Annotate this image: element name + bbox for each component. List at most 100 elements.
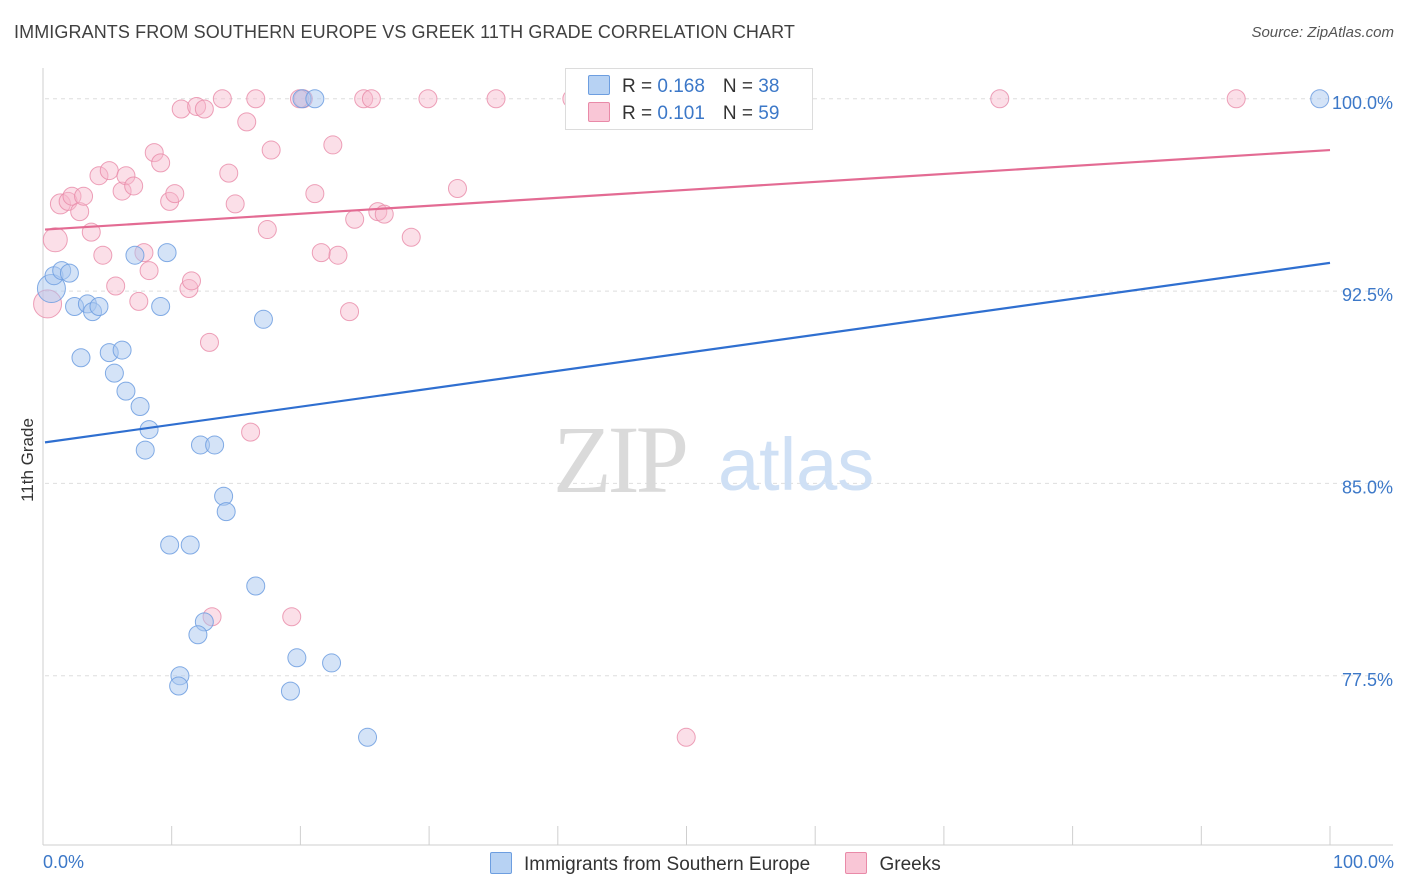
data-point-greeks [676, 727, 696, 747]
data-point-southern-europe [216, 502, 236, 522]
data-point-greeks [129, 291, 149, 311]
data-point-southern-europe [1310, 89, 1330, 109]
data-point-southern-europe [358, 727, 378, 747]
data-point-greeks [139, 261, 159, 281]
y-axis-label: 11th Grade [18, 418, 37, 502]
data-point-greeks [486, 89, 506, 109]
data-point-greeks [447, 179, 467, 199]
data-point-greeks [89, 166, 109, 186]
data-point-greeks [237, 112, 257, 132]
data-point-greeks [990, 89, 1010, 109]
data-point-greeks [361, 89, 381, 109]
legend-series-name: Greeks [879, 854, 941, 875]
data-point-greeks [1226, 89, 1246, 109]
data-point-greeks [225, 194, 245, 214]
southern-europe-points [36, 89, 1330, 747]
legend-swatch-pink [845, 852, 868, 874]
data-point-greeks [199, 332, 219, 352]
data-point-southern-europe [116, 381, 136, 401]
data-point-greeks [151, 153, 171, 173]
legend-item-southern-europe: Immigrants from Southern Europe [490, 852, 810, 876]
trend-line-southern-europe [44, 261, 1331, 444]
legend-swatch-pink [588, 102, 610, 122]
legend-r-label: R = [622, 103, 658, 124]
data-point-greeks [42, 227, 68, 253]
data-point-greeks [70, 202, 90, 222]
data-point-greeks [257, 220, 277, 240]
data-point-greeks [418, 89, 438, 109]
watermark-atlas: atlas [718, 423, 874, 506]
grid [45, 98, 1390, 677]
data-point-greeks [219, 163, 239, 183]
data-point-southern-europe [280, 681, 300, 701]
data-point-southern-europe [130, 396, 150, 416]
y-tick-label: 77.5% [1342, 670, 1393, 690]
watermark: ZIP atlas [553, 406, 874, 513]
data-point-greeks [212, 89, 232, 109]
legend-n-label: N = [722, 103, 759, 124]
axes [42, 68, 1393, 846]
y-tick-labels: 100.0% 92.5% 85.0% 77.5% [1332, 93, 1393, 690]
data-point-greeks [187, 96, 207, 116]
data-point-greeks [62, 186, 82, 206]
data-point-southern-europe [157, 243, 177, 263]
data-point-southern-europe [287, 648, 307, 668]
data-point-greeks [171, 99, 191, 119]
data-point-greeks [99, 161, 119, 181]
legend-row-southern-europe: R = 0.168 N = 38 [588, 75, 779, 99]
data-point-greeks [124, 176, 144, 196]
legend-row-greeks: R = 0.101 N = 59 [588, 102, 779, 126]
data-point-southern-europe [188, 625, 208, 645]
data-point-southern-europe [59, 263, 79, 283]
data-point-greeks [340, 302, 360, 322]
legend-swatch-blue [490, 852, 512, 874]
data-point-greeks [106, 276, 126, 296]
data-point-southern-europe [246, 576, 266, 596]
data-point-southern-europe [112, 340, 132, 360]
data-point-greeks [165, 184, 185, 204]
y-tick-label: 100.0% [1332, 93, 1393, 113]
y-tick-label: 92.5% [1342, 285, 1393, 305]
data-point-greeks [241, 422, 261, 442]
data-point-southern-europe [125, 245, 145, 265]
legend-r-value: 0.101 [657, 103, 705, 124]
series-legend: Immigrants from Southern Europe Greeks [490, 852, 971, 876]
data-point-greeks [261, 140, 281, 160]
data-point-southern-europe [135, 440, 155, 460]
x-tick-label-max: 100.0% [1332, 852, 1394, 872]
legend-swatch-blue [588, 75, 610, 95]
data-point-greeks [93, 245, 113, 265]
data-point-greeks [401, 227, 421, 247]
data-point-southern-europe [253, 309, 273, 329]
data-point-greeks [116, 166, 136, 186]
data-point-greeks [144, 143, 164, 163]
legend-item-greeks: Greeks [845, 852, 941, 876]
data-point-southern-europe [104, 363, 124, 383]
legend-series-name: Immigrants from Southern Europe [524, 854, 811, 875]
legend-n-value: 59 [758, 103, 780, 124]
chart-title: IMMIGRANTS FROM SOUTHERN EUROPE VS GREEK… [14, 22, 795, 42]
legend-r-value: 0.168 [657, 76, 705, 97]
data-point-greeks [181, 271, 201, 291]
data-point-greeks [354, 89, 374, 109]
data-point-greeks [282, 607, 302, 627]
data-point-southern-europe [180, 535, 200, 555]
data-point-southern-europe [151, 296, 171, 316]
trend-line-greeks [44, 148, 1331, 231]
data-point-southern-europe [305, 89, 325, 109]
data-point-greeks [305, 184, 325, 204]
watermark-zip: ZIP [553, 406, 686, 513]
data-point-greeks [49, 193, 71, 215]
data-point-greeks [179, 279, 199, 299]
trend-lines [44, 148, 1331, 444]
source-label: Source: ZipAtlas.com [1251, 24, 1394, 41]
data-point-greeks [323, 135, 343, 155]
data-point-southern-europe [160, 535, 180, 555]
data-point-southern-europe [169, 676, 189, 696]
data-point-greeks [246, 89, 266, 109]
data-point-greeks [74, 186, 94, 206]
data-point-southern-europe [205, 435, 225, 455]
data-point-greeks [345, 209, 365, 229]
data-point-greeks [311, 243, 331, 263]
